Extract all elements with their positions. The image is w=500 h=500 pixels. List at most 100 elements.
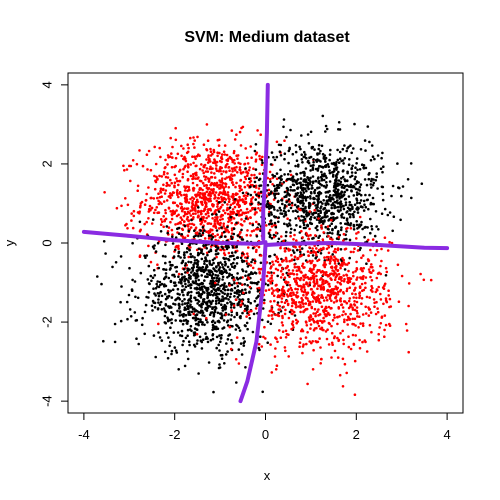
data-point: [195, 287, 199, 291]
data-point: [126, 317, 129, 321]
data-point: [347, 223, 350, 226]
data-point: [229, 210, 232, 214]
data-point: [312, 236, 315, 240]
data-point: [228, 333, 232, 336]
data-point: [220, 334, 223, 337]
data-point: [290, 304, 294, 308]
data-point: [299, 303, 302, 307]
data-point: [331, 238, 334, 241]
data-point: [205, 230, 208, 233]
data-point: [399, 218, 402, 222]
data-point: [287, 209, 291, 213]
data-point: [215, 181, 219, 185]
data-point: [183, 308, 186, 312]
data-point: [339, 180, 343, 184]
data-point: [207, 214, 210, 218]
data-point: [289, 292, 292, 296]
data-point: [257, 280, 260, 284]
data-point: [176, 193, 179, 196]
data-point: [187, 255, 190, 259]
data-point: [295, 273, 299, 276]
data-point: [232, 183, 235, 187]
y-tick-label: 0: [39, 239, 54, 246]
data-point: [119, 319, 123, 323]
data-point: [237, 205, 241, 209]
data-point: [259, 254, 263, 257]
data-point: [243, 219, 246, 223]
data-point: [208, 259, 211, 263]
data-point: [143, 332, 146, 336]
data-point: [210, 290, 213, 294]
data-point: [233, 198, 237, 201]
data-point: [248, 222, 252, 225]
data-point: [224, 177, 227, 181]
data-point: [316, 310, 319, 314]
data-point: [300, 158, 304, 161]
data-point: [237, 161, 240, 165]
data-point: [263, 298, 266, 302]
data-point: [260, 159, 264, 162]
data-point: [284, 234, 288, 238]
data-point: [219, 221, 222, 225]
data-point: [208, 293, 212, 297]
data-point: [153, 274, 157, 277]
data-point: [326, 200, 329, 203]
data-point: [304, 273, 307, 277]
data-point: [295, 159, 299, 162]
data-point: [193, 310, 196, 313]
data-point: [321, 114, 325, 118]
data-point: [200, 302, 203, 306]
data-point: [259, 202, 263, 206]
data-point: [200, 340, 204, 344]
data-point: [376, 310, 380, 314]
data-point: [285, 223, 289, 226]
data-point: [247, 177, 251, 180]
data-point: [188, 243, 191, 247]
data-point: [307, 234, 310, 238]
data-point: [182, 267, 186, 271]
data-point: [283, 139, 286, 142]
data-point: [147, 282, 151, 285]
data-point: [289, 227, 293, 231]
data-point: [185, 322, 189, 325]
data-point: [217, 301, 221, 305]
data-point: [283, 312, 287, 316]
data-point: [237, 214, 241, 217]
data-point: [359, 183, 363, 186]
data-point: [235, 133, 238, 136]
data-point: [352, 194, 356, 197]
data-point: [218, 349, 221, 352]
data-point: [147, 149, 151, 153]
data-point: [350, 171, 354, 174]
data-point: [182, 315, 185, 318]
data-point: [328, 180, 332, 183]
data-point: [284, 336, 288, 339]
data-point: [337, 235, 341, 239]
data-point: [219, 218, 222, 222]
data-point: [342, 310, 345, 313]
data-point: [353, 288, 357, 292]
data-point: [200, 257, 204, 261]
data-point: [286, 177, 290, 181]
data-point: [180, 233, 184, 236]
data-point: [324, 314, 328, 318]
data-point: [281, 259, 284, 263]
data-point: [224, 185, 227, 188]
data-point: [382, 302, 385, 306]
data-point: [368, 193, 371, 197]
data-point: [113, 340, 117, 344]
data-point: [221, 271, 225, 275]
data-point: [285, 299, 289, 303]
data-point: [207, 156, 210, 159]
data-point: [253, 185, 256, 188]
x-tick-label: 2: [353, 427, 360, 442]
data-point: [175, 209, 178, 212]
data-point: [379, 298, 383, 301]
data-point: [277, 143, 281, 147]
data-point: [321, 202, 324, 205]
data-point: [296, 200, 300, 204]
data-point: [328, 194, 332, 197]
data-point: [131, 226, 135, 230]
data-point: [193, 139, 196, 142]
data-point: [406, 178, 410, 181]
